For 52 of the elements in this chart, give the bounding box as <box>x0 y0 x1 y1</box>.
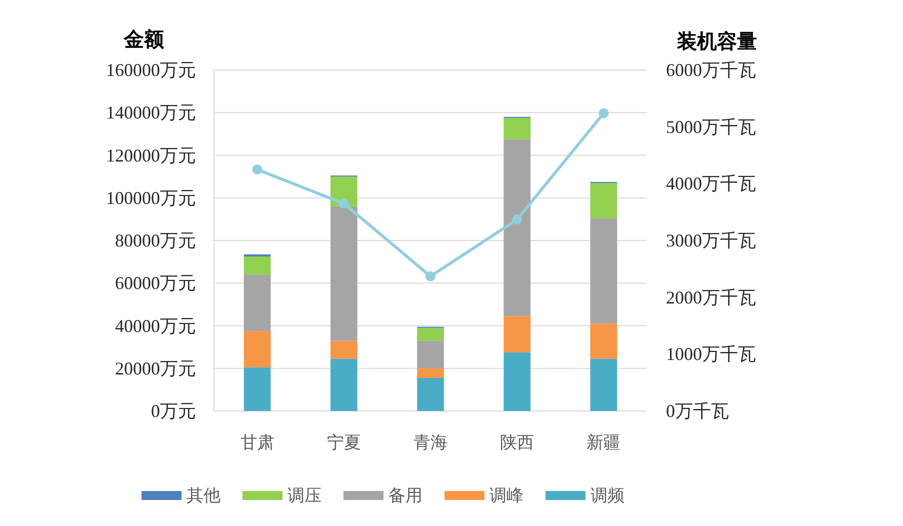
bar <box>590 182 618 218</box>
y-tick-label: 140000万元 <box>106 102 196 123</box>
bar <box>417 340 444 368</box>
y2-tick-label: 0万千瓦 <box>666 401 729 421</box>
point <box>598 108 609 118</box>
y-axis-title: 金额 <box>123 28 165 51</box>
bar <box>244 367 271 411</box>
bar <box>504 352 531 411</box>
y-tick-label: 60000万元 <box>115 273 196 294</box>
bar <box>244 331 271 368</box>
legend-label: 调频 <box>590 486 624 505</box>
point <box>252 164 262 174</box>
x-tick-label: 新疆 <box>586 433 621 452</box>
bar <box>330 340 358 359</box>
x-tick-label: 宁夏 <box>326 433 361 452</box>
y-tick-label: 40000万元 <box>115 316 196 336</box>
legend-label: 备用 <box>388 486 422 505</box>
y-tick-label: 0万元 <box>151 401 196 421</box>
bar <box>590 218 618 324</box>
bar <box>590 358 618 411</box>
bar <box>590 324 618 359</box>
y-tick-label: 80000万元 <box>115 230 196 250</box>
bar <box>330 206 358 341</box>
bar <box>244 274 271 332</box>
y-tick-label: 120000万元 <box>106 145 196 166</box>
point <box>338 198 349 209</box>
bar <box>504 316 531 352</box>
bar <box>504 118 531 140</box>
point <box>512 214 522 224</box>
y2-tick-label: 6000万千瓦 <box>666 60 756 80</box>
bar <box>504 139 531 316</box>
y-tick-label: 20000万元 <box>115 358 196 378</box>
bar <box>417 368 444 378</box>
bar <box>244 256 271 275</box>
legend-label: 调压 <box>288 486 322 505</box>
x-tick-label: 陕西 <box>500 433 534 452</box>
point <box>426 271 436 282</box>
legend-label: 其他 <box>186 486 220 505</box>
y2-tick-label: 4000万千瓦 <box>666 174 756 194</box>
y2-axis-title: 装机容量 <box>676 30 757 53</box>
x-tick-label: 甘肃 <box>240 433 274 452</box>
y-tick-label: 100000万元 <box>106 188 196 208</box>
y2-tick-label: 1000万千瓦 <box>666 344 756 364</box>
y2-tick-label: 5000万千瓦 <box>666 116 756 137</box>
bar <box>417 328 444 341</box>
bar <box>417 378 444 411</box>
legend-label: 调峰 <box>490 486 524 505</box>
y2-tick-label: 3000万千瓦 <box>666 230 756 250</box>
y-tick-label: 160000万元 <box>106 60 196 80</box>
x-tick-label: 青海 <box>414 433 448 452</box>
bar <box>330 358 358 411</box>
y2-tick-label: 2000万千瓦 <box>666 287 756 308</box>
